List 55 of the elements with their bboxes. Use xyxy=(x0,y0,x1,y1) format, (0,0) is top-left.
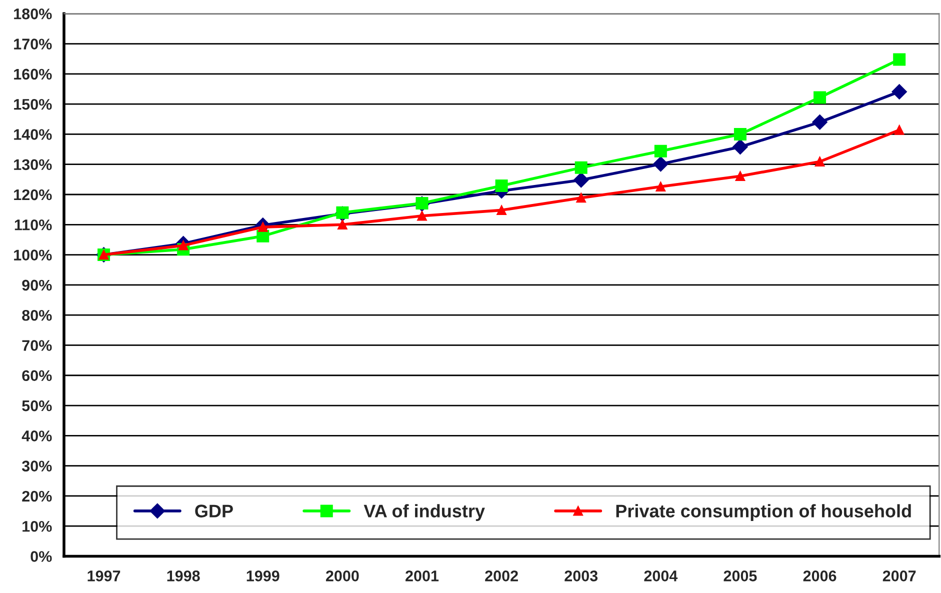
y-tick-label: 170% xyxy=(14,38,52,50)
y-tick-label: 180% xyxy=(14,8,52,20)
point xyxy=(496,205,506,216)
point xyxy=(734,128,746,140)
y-tick-label: 60% xyxy=(22,370,52,382)
point xyxy=(574,161,588,174)
legend-label: GDP xyxy=(195,504,233,518)
y-tick-label: 0% xyxy=(30,551,52,562)
y-tick-label: 140% xyxy=(14,129,52,140)
y-tick-label: 130% xyxy=(14,159,52,170)
x-tick-label: 2005 xyxy=(724,570,757,582)
point xyxy=(892,84,907,100)
y-tick-label: 110% xyxy=(14,220,52,230)
point xyxy=(338,220,348,230)
point xyxy=(656,182,666,192)
y-tick-label: 80% xyxy=(22,310,52,321)
y-tick-label: 90% xyxy=(22,280,52,291)
x-tick-label: 2007 xyxy=(882,570,916,582)
y-tick-label: 70% xyxy=(22,340,52,351)
y-tick-label: 100% xyxy=(14,250,52,260)
point xyxy=(735,171,746,181)
y-tick-label: 160% xyxy=(14,68,52,80)
x-tick-label: 2006 xyxy=(803,570,836,582)
point xyxy=(893,53,906,66)
point xyxy=(894,125,904,135)
point xyxy=(814,156,825,167)
y-tick-label: 40% xyxy=(22,430,52,442)
point xyxy=(814,91,826,104)
x-tick-label: 2003 xyxy=(564,570,598,582)
x-tick-label: 2001 xyxy=(406,570,439,582)
y-tick-label: 20% xyxy=(22,490,52,502)
point xyxy=(654,144,667,158)
legend-label: VA of industry xyxy=(364,504,485,522)
y-tick-label: 50% xyxy=(22,400,52,412)
point xyxy=(574,172,589,188)
point xyxy=(732,139,748,154)
point xyxy=(495,180,508,192)
x-tick-label: 1997 xyxy=(88,570,120,582)
legend-label: Private consumption of household xyxy=(616,504,911,522)
point xyxy=(416,196,428,210)
x-tick-label: 2004 xyxy=(644,570,678,582)
x-tick-label: 2002 xyxy=(485,570,518,582)
point xyxy=(417,211,427,221)
x-tick-label: 1999 xyxy=(246,570,280,582)
point xyxy=(653,156,668,172)
x-tick-label: 1998 xyxy=(167,570,200,582)
point xyxy=(812,114,828,130)
y-tick-label: 10% xyxy=(22,520,52,532)
y-tick-label: 30% xyxy=(22,460,52,472)
point xyxy=(576,192,586,203)
point xyxy=(178,240,188,250)
x-tick-label: 2000 xyxy=(326,570,359,582)
y-tick-label: 120% xyxy=(14,189,52,200)
y-tick-label: 150% xyxy=(14,98,52,110)
point xyxy=(336,206,349,219)
